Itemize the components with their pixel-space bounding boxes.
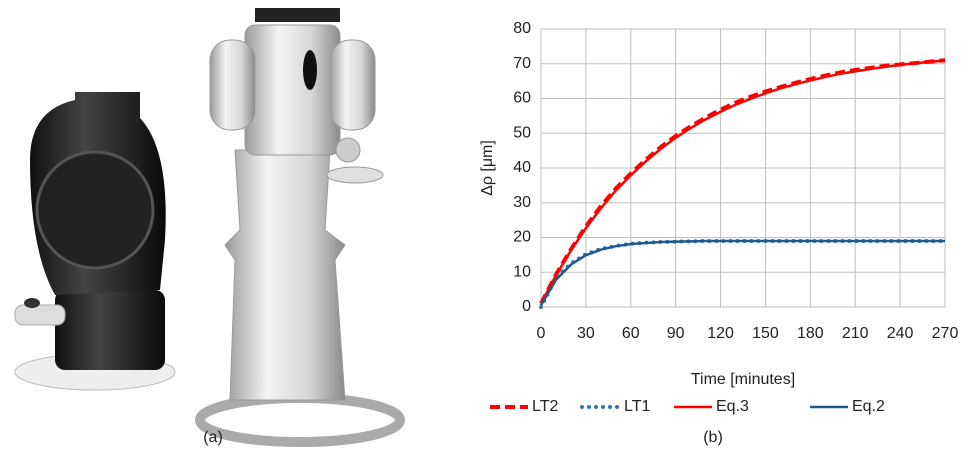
y-tick-label: 70 — [513, 55, 531, 72]
panel-label: (b) — [703, 429, 723, 446]
panel-label: (a) — [203, 429, 223, 446]
x-tick-label: 240 — [887, 325, 914, 342]
legend-label: LT1 — [624, 398, 650, 415]
legend-label: Eq.3 — [716, 398, 749, 415]
data-line — [541, 60, 945, 303]
instrument-illustration — [15, 8, 400, 442]
x-tick-label: 30 — [577, 325, 595, 342]
x-tick-label: 270 — [932, 325, 959, 342]
x-axis-title: Time [minutes] — [691, 371, 795, 388]
y-tick-label: 20 — [513, 229, 531, 246]
y-tick-label: 10 — [513, 263, 531, 280]
x-tick-label: 180 — [797, 325, 824, 342]
y-tick-label: 60 — [513, 90, 531, 107]
x-tick-label: 120 — [707, 325, 734, 342]
y-tick-label: 50 — [513, 124, 531, 141]
y-axis-title: Δρ [μm] — [479, 140, 496, 196]
y-tick-label: 40 — [513, 159, 531, 176]
data-line — [541, 241, 945, 307]
chart: 0 10 20 30 40 50 60 70 80 0 30 60 90 120 150 180 210 240 2… — [479, 20, 958, 446]
data-line — [541, 241, 945, 305]
x-tick-label: 90 — [667, 325, 685, 342]
legend-label: LT2 — [532, 398, 558, 415]
legend-label: Eq.2 — [852, 398, 885, 415]
figure: (a) 0 10 20 30 40 50 60 70 80 0 30 60 90 120 150 180 210… — [0, 0, 967, 452]
y-tick-label: 0 — [522, 298, 531, 315]
y-tick-label: 30 — [513, 194, 531, 211]
x-tick-label: 150 — [752, 325, 779, 342]
y-tick-label: 80 — [513, 20, 531, 37]
x-tick-label: 0 — [537, 325, 546, 342]
x-tick-label: 210 — [842, 325, 869, 342]
x-tick-label: 60 — [622, 325, 640, 342]
data-line — [541, 61, 945, 304]
